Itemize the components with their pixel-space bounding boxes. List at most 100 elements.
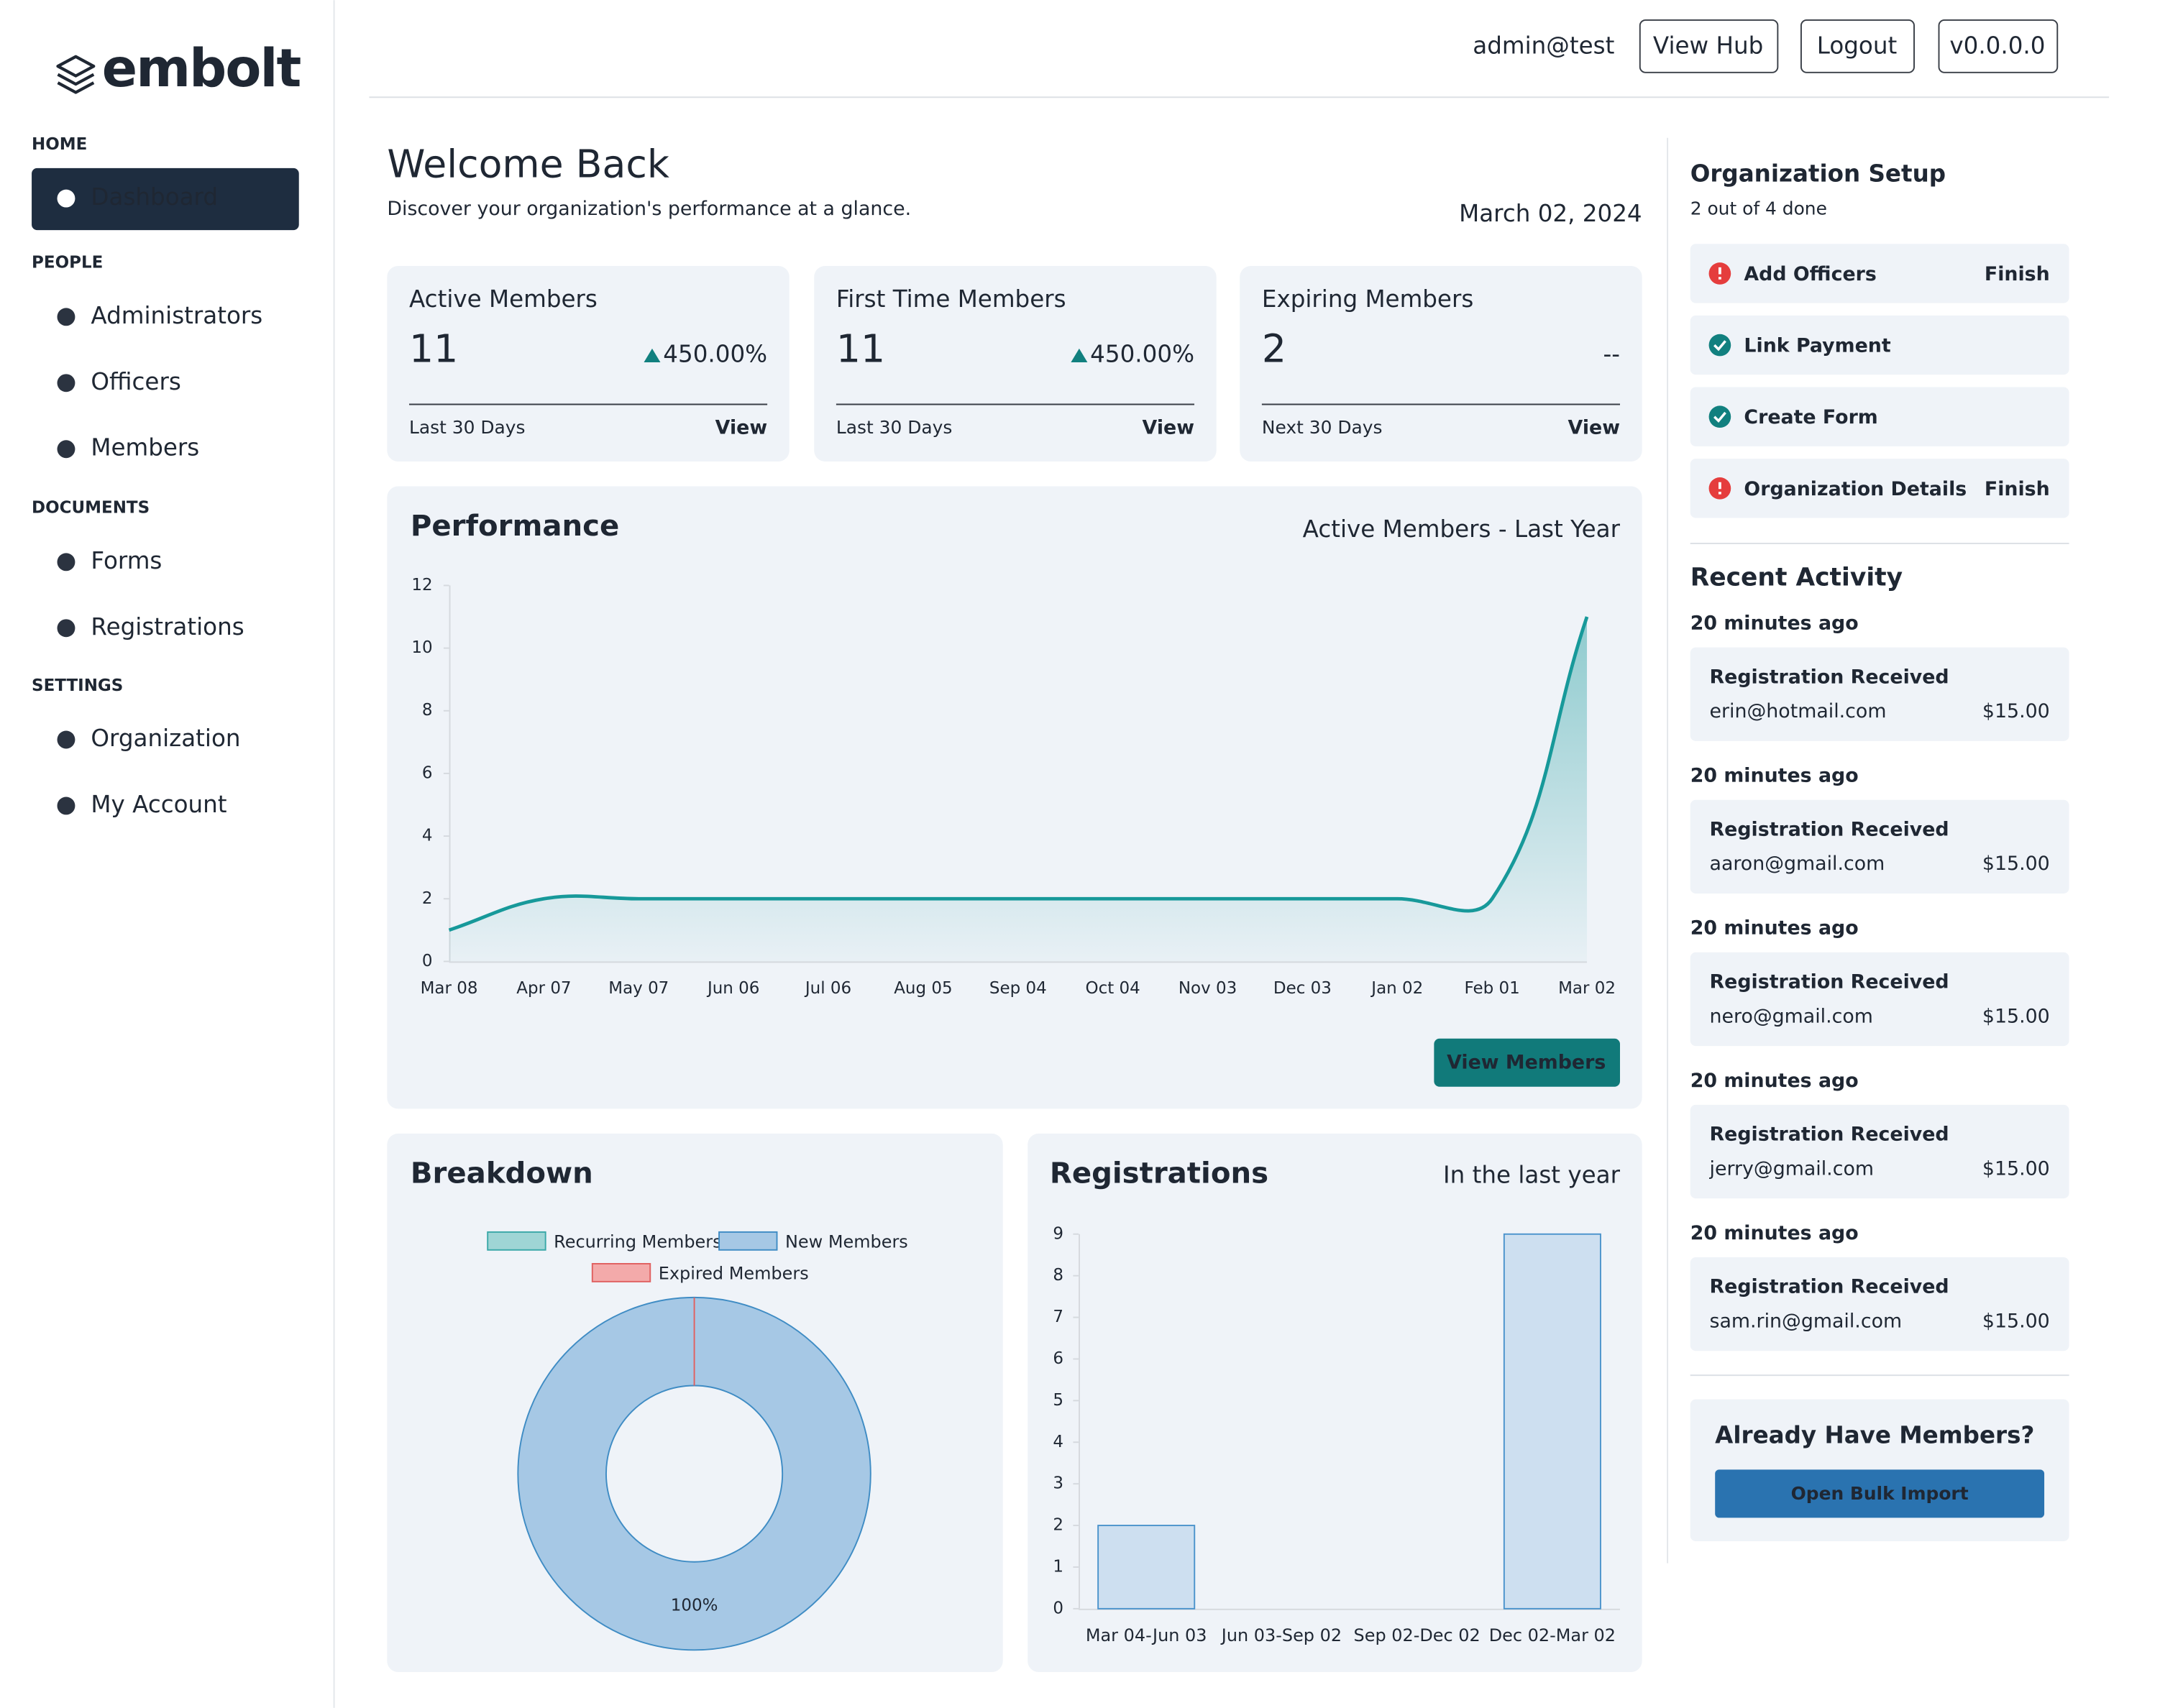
stat-link[interactable]: View: [1143, 417, 1194, 439]
nav-item[interactable]: My Account: [91, 791, 226, 818]
x-tick-label: Nov 03: [1179, 979, 1237, 998]
activity-time: 20 minutes ago: [1690, 1222, 1859, 1244]
header-button[interactable]: [1639, 19, 1779, 73]
header-button-label: View Hub: [1653, 32, 1763, 59]
activity-email: erin@hotmail.com: [1710, 700, 1887, 722]
nav-icon: [57, 619, 75, 638]
x-tick-label: Apr 07: [516, 979, 571, 998]
logo-icon: [56, 55, 96, 94]
welcome-title: Welcome Back: [387, 142, 669, 187]
setup-item-label: Organization Details: [1744, 478, 1967, 500]
x-tick-label: Sep 04: [989, 979, 1047, 998]
nav-item[interactable]: Officers: [91, 368, 180, 395]
setup-item: [1690, 459, 2069, 518]
y-tick-label: 4: [422, 827, 433, 845]
y-tick-label: 12: [411, 576, 432, 594]
x-tick-label: Oct 04: [1086, 979, 1140, 998]
header-button[interactable]: [1800, 19, 1915, 73]
doughnut-slice: [517, 1296, 871, 1651]
activity-time: 20 minutes ago: [1690, 765, 1859, 787]
activity-email: aaron@gmail.com: [1710, 853, 1885, 875]
nav-item[interactable]: Administrators: [91, 302, 262, 329]
setup-action[interactable]: Finish: [1985, 263, 2050, 285]
x-tick-label: Dec 03: [1273, 979, 1332, 998]
setup-item-label: Create Form: [1744, 406, 1877, 428]
nav-item[interactable]: Organization: [91, 725, 240, 752]
y-tick-label: 4: [1053, 1433, 1063, 1451]
activity-time: 20 minutes ago: [1690, 1070, 1859, 1092]
view-members-button[interactable]: [1434, 1038, 1620, 1087]
y-tick-label: 6: [422, 763, 433, 782]
welcome-subtitle: Discover your organization's performance…: [387, 198, 911, 220]
legend-label: Recurring Members: [554, 1231, 721, 1252]
y-tick-label: 0: [422, 952, 433, 970]
activity-title: Recent Activity: [1690, 563, 1903, 592]
import-button[interactable]: [1715, 1469, 2045, 1518]
check-mark: [1713, 411, 1726, 423]
stat-link[interactable]: View: [1568, 417, 1620, 439]
nav-item[interactable]: Registrations: [91, 613, 244, 640]
user-email[interactable]: admin@test: [1473, 32, 1614, 59]
nav-item[interactable]: Members: [91, 434, 199, 462]
activity-card: [1690, 799, 2069, 894]
setup-progress: 2 out of 4 done: [1690, 198, 1827, 219]
stat-period: Next 30 Days: [1262, 417, 1383, 438]
stat-period: Last 30 Days: [836, 417, 952, 438]
bar: [1097, 1525, 1196, 1610]
y-tick-label: 8: [422, 701, 433, 720]
activity-heading: Registration Received: [1710, 970, 1949, 993]
x-tick-label: Sep 02-Dec 02: [1354, 1625, 1481, 1645]
activity-amount: $15.00: [1982, 1157, 2050, 1180]
legend-label: New Members: [785, 1231, 908, 1252]
activity-heading: Registration Received: [1710, 666, 1949, 688]
stat-card: [387, 265, 790, 462]
activity-email: jerry@gmail.com: [1709, 1157, 1874, 1180]
nav-item[interactable]: Dashboard: [91, 183, 218, 211]
activity-amount: $15.00: [1982, 700, 2050, 722]
legend-swatch: [718, 1231, 778, 1251]
nav-icon: [57, 189, 75, 208]
activity-amount: $15.00: [1982, 1005, 2050, 1027]
stat-title: Expiring Members: [1262, 285, 1473, 313]
nav-icon: [57, 796, 75, 815]
chart-title: Performance: [411, 510, 619, 543]
stat-change: --: [1603, 340, 1621, 367]
done-icon: [1708, 405, 1731, 428]
x-tick-label: Aug 05: [894, 979, 952, 998]
nav-icon: [57, 440, 75, 459]
y-tick-label: 6: [1053, 1349, 1063, 1368]
x-tick-label: Mar 08: [421, 979, 478, 998]
check-mark: [1713, 340, 1726, 352]
nav-section: SETTINGS: [32, 676, 123, 695]
up-arrow: [1071, 348, 1088, 363]
stat-link[interactable]: View: [715, 417, 767, 439]
y-tick-label: 5: [1053, 1391, 1063, 1410]
x-tick-label: Dec 02-Mar 02: [1489, 1625, 1616, 1645]
x-tick-label: Jun 03-Sep 02: [1220, 1625, 1342, 1645]
header-button[interactable]: [1938, 19, 2059, 73]
stat-card: [1240, 265, 1642, 462]
logo: embolt: [102, 38, 301, 99]
setup-item-label: Link Payment: [1744, 335, 1890, 357]
done-icon: [1708, 334, 1731, 357]
import-title: Already Have Members?: [1715, 1421, 2034, 1448]
nav-active[interactable]: [32, 167, 299, 231]
activity-heading: Registration Received: [1710, 1276, 1949, 1298]
setup-item: [1690, 315, 2069, 375]
chart-subtitle: Active Members - Last Year: [1303, 515, 1621, 543]
legend-swatch: [487, 1231, 546, 1251]
activity-card: [1690, 1104, 2069, 1199]
nav-item[interactable]: Forms: [91, 547, 162, 574]
y-tick-label: 2: [422, 889, 433, 908]
x-tick-label: Jan 02: [1370, 979, 1423, 998]
stat-title: First Time Members: [836, 285, 1066, 313]
nav-icon: [57, 374, 75, 392]
activity-time: 20 minutes ago: [1690, 612, 1859, 635]
setup-action[interactable]: Finish: [1985, 478, 2050, 500]
bar: [1503, 1233, 1601, 1610]
activity-time: 20 minutes ago: [1690, 917, 1859, 940]
activity-card: [1690, 1257, 2069, 1351]
y-tick-label: 9: [1053, 1224, 1063, 1243]
chart-title: Registrations: [1050, 1157, 1268, 1190]
